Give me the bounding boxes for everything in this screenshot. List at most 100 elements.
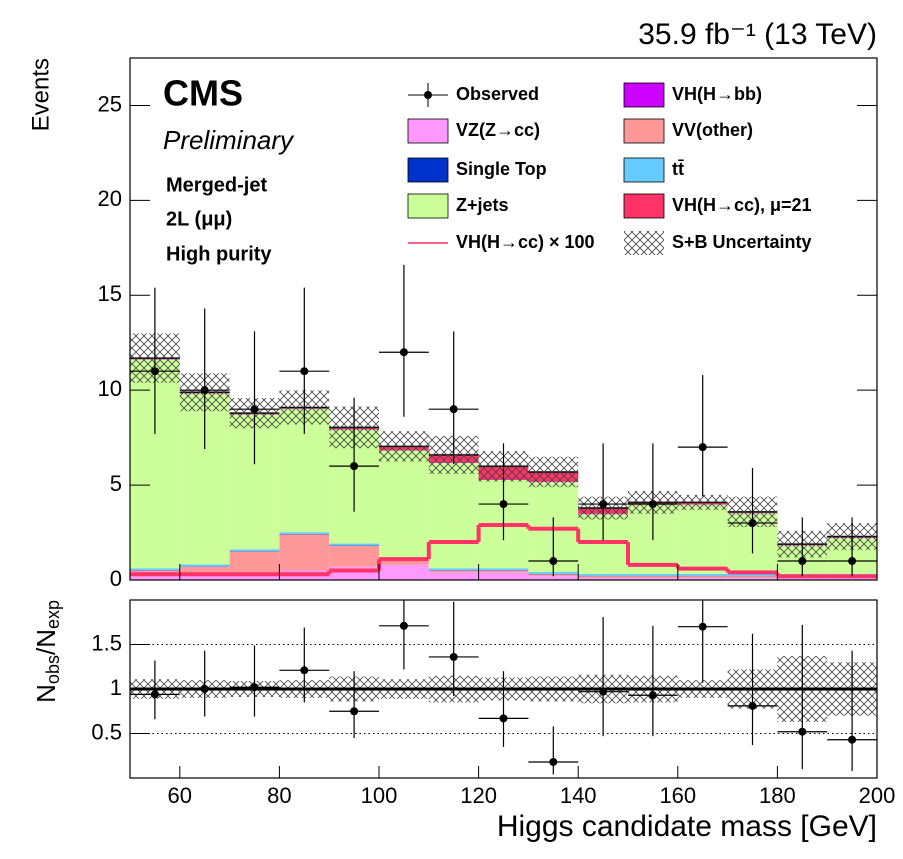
frame	[129, 57, 878, 581]
stack-segment	[677, 576, 728, 579]
stack-segment	[428, 572, 479, 580]
legend-label: VV(other)	[672, 120, 753, 140]
data-point	[399, 348, 408, 357]
legend-label: Single Top	[456, 159, 547, 179]
stack-segment	[628, 576, 678, 579]
status-label: Preliminary	[163, 125, 295, 155]
x-tick-label: 100	[361, 783, 398, 808]
stack-segment	[130, 568, 180, 571]
y-tick-label: 0.5	[91, 719, 122, 744]
legend-label: VH(H→cc) × 100	[456, 232, 595, 252]
data-point	[698, 443, 707, 452]
legend-label: Observed	[456, 84, 539, 104]
ratio-point	[350, 707, 359, 716]
annotation: High purity	[166, 243, 272, 265]
stack-segment	[279, 532, 330, 535]
stack-segment	[329, 545, 379, 567]
stack-segment	[727, 573, 778, 576]
legend-swatch	[407, 118, 449, 144]
stack-segment	[179, 576, 230, 580]
stack-segment	[578, 573, 628, 576]
stack-segment	[428, 462, 479, 569]
stack-segment	[428, 568, 479, 571]
legend-label: VH(H→cc), μ=21	[672, 195, 812, 215]
ratio-point	[499, 714, 508, 723]
stack-segment	[428, 570, 479, 573]
stack-segment	[229, 549, 280, 552]
data-point	[599, 500, 608, 509]
stack-segment	[528, 576, 579, 580]
data-point	[350, 462, 359, 471]
ratio-y-label: Nobs/Nexp	[31, 600, 63, 703]
stack-segment	[727, 578, 778, 580]
stack-segment	[478, 570, 529, 573]
ratio-point	[300, 666, 309, 675]
y-tick-label: 0	[110, 566, 122, 591]
y-tick-label: 25	[98, 91, 122, 116]
data-point	[150, 367, 159, 376]
data-point	[798, 557, 807, 566]
legend-label: tt̄	[672, 159, 684, 179]
y-tick-label: 10	[98, 376, 122, 401]
stack-segment	[179, 564, 230, 567]
legend-swatch	[624, 231, 664, 255]
stack-segment	[279, 534, 330, 571]
data-point	[250, 405, 259, 414]
stack-segment	[677, 578, 728, 580]
x-tick-label: 200	[859, 783, 896, 808]
legend-swatch	[407, 157, 449, 183]
ratio-y-label-part: /N	[31, 629, 61, 655]
y-tick-label: 20	[98, 186, 122, 211]
legend-swatch	[623, 82, 665, 108]
stack-segment	[578, 578, 628, 580]
stack-segment	[179, 566, 230, 577]
y-axis-label: Events	[27, 58, 54, 131]
stack-segment	[827, 578, 877, 580]
ratio-panel	[130, 600, 877, 775]
stack-segment	[727, 576, 778, 579]
legend-swatch	[623, 193, 665, 219]
ratio-point	[748, 701, 757, 710]
stack-segment	[677, 573, 728, 576]
uncertainty-band	[379, 431, 429, 462]
y-tick-label: 1.5	[91, 630, 122, 655]
data-point	[748, 519, 757, 528]
legend-label: VH(H→bb)	[672, 84, 762, 104]
uncertainty-band	[677, 494, 728, 510]
stack-segment	[229, 576, 280, 580]
ratio-y-label-part: obs	[43, 655, 63, 684]
stack-segment	[478, 572, 529, 580]
ratio-y-label-part: exp	[43, 600, 63, 629]
ratio-y-label-part: N	[31, 684, 61, 703]
ratio-point	[648, 691, 657, 700]
stack-segment	[777, 578, 828, 580]
legend-swatch	[407, 193, 449, 219]
legend-swatch	[623, 157, 665, 183]
ratio-point	[399, 621, 408, 630]
ratio-point	[848, 735, 857, 744]
data-point	[300, 367, 309, 376]
data-point	[449, 405, 458, 414]
stack-segment	[628, 573, 678, 576]
ratio-point	[798, 727, 807, 736]
stack-segment	[229, 551, 280, 577]
annotation: 2L (μμ)	[166, 208, 232, 230]
data-point	[648, 500, 657, 509]
ratio-point	[698, 622, 707, 631]
overlay: 0 5 10 15 20 25 0.5 1 1.5 60 80 100 120 140 160 180 200 O…	[91, 57, 896, 808]
uncertainty-band	[528, 456, 579, 488]
x-tick-label: 160	[659, 783, 696, 808]
y-tick-label: 1	[110, 675, 122, 700]
stack-segment	[379, 450, 429, 559]
data-point	[848, 557, 857, 566]
x-axis-label: Higgs candidate mass [GeV]	[497, 810, 877, 843]
legend-swatch	[623, 118, 665, 144]
data-point	[549, 557, 558, 566]
ratio-point	[449, 652, 458, 661]
legend-label: VZ(Z→cc)	[456, 120, 540, 140]
annotation: Merged-jet	[166, 174, 267, 196]
x-tick-label: 180	[759, 783, 796, 808]
legend-label: Z+jets	[456, 195, 509, 215]
legend-label: S+B Uncertainty	[672, 232, 812, 252]
